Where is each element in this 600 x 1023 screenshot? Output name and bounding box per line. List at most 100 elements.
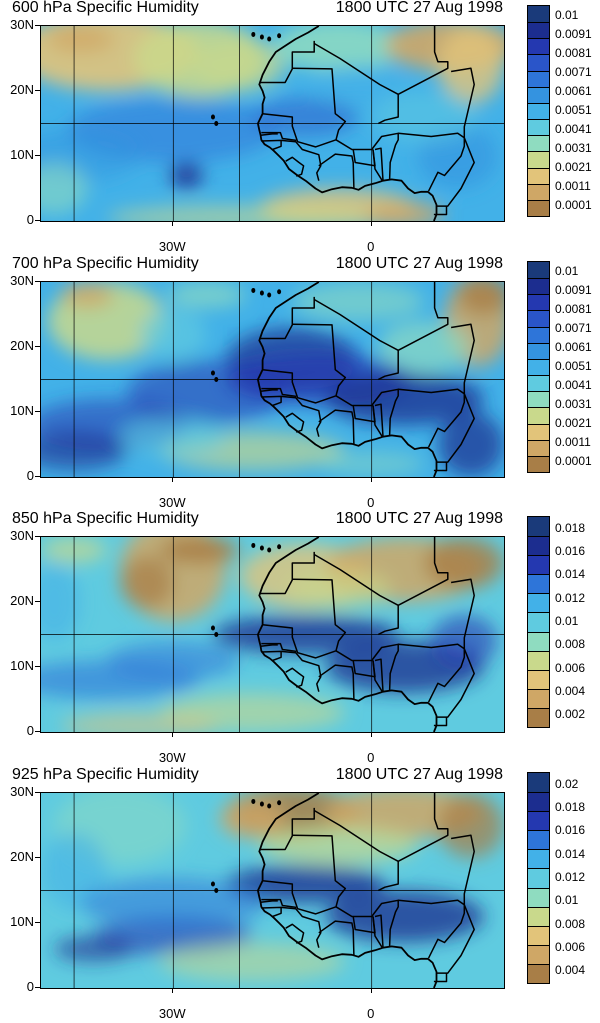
y-tick-label: 20N — [10, 593, 34, 608]
colorbar-label: 0.0091 — [555, 282, 592, 297]
y-tick-mark — [35, 90, 40, 91]
colorbar-swatch — [528, 310, 549, 327]
y-tick-label: 10N — [10, 403, 34, 418]
x-tick-mark — [370, 988, 372, 993]
colorbar-label: 0.0021 — [555, 416, 592, 431]
colorbar-swatch — [528, 135, 549, 152]
colorbar-swatch — [528, 906, 549, 926]
x-tick-label: 0 — [367, 495, 375, 510]
colorbar-label: 0.0071 — [555, 64, 592, 79]
panel-time: 1800 UTC 27 Aug 1998 — [335, 255, 503, 272]
colorbar-label: 0.0061 — [555, 339, 592, 354]
specific-humidity-field — [41, 537, 504, 732]
colorbar-label: 0.012 — [555, 870, 586, 884]
colorbar-swatch — [528, 407, 549, 424]
colorbar-label: 0.0051 — [555, 359, 592, 373]
y-tick-mark — [35, 346, 40, 347]
y-tick-label: 0 — [26, 212, 34, 227]
y-tick-mark — [35, 731, 40, 732]
y-tick-mark — [35, 987, 40, 988]
colorbar-label: 0.004 — [555, 684, 586, 698]
y-tick-label: 0 — [26, 468, 34, 483]
colorbar-swatch — [528, 342, 549, 359]
colorbar-label: 0.0011 — [555, 435, 591, 450]
x-tick-label: 30W — [158, 750, 186, 765]
colorbar-swatch — [528, 830, 549, 850]
colorbar-swatch — [528, 183, 549, 200]
map-panel-2: 700 hPa Specific Humidity 1800 UTC 27 Aug… — [0, 255, 600, 512]
colorbar-swatch — [528, 151, 549, 168]
colorbar-swatch — [528, 22, 549, 39]
colorbar-label: 0.002 — [555, 707, 586, 722]
colorbar-label: 0.004 — [555, 963, 586, 978]
x-tick-mark — [172, 988, 174, 993]
colorbar-label: 0.0031 — [555, 141, 592, 156]
panel-time: 1800 UTC 27 Aug 1998 — [335, 766, 503, 783]
colorbar-label: 0.014 — [555, 846, 586, 861]
colorbar-swatch — [528, 358, 549, 376]
colorbar-swatch — [528, 102, 549, 120]
colorbar-label: 0.0021 — [555, 160, 592, 175]
colorbar-label: 0.01 — [555, 263, 579, 278]
colorbar-swatch — [528, 555, 549, 575]
colorbar-swatch — [528, 439, 549, 456]
colorbar-swatch — [528, 593, 549, 613]
y-tick-mark — [35, 155, 40, 156]
colorbar-label: 0.0041 — [555, 378, 592, 393]
y-tick-mark — [35, 411, 40, 412]
x-tick-mark — [370, 221, 372, 226]
map-plot-area — [40, 536, 505, 733]
x-tick-label: 0 — [367, 239, 375, 254]
colorbar-swatch — [528, 375, 549, 392]
specific-humidity-field — [41, 26, 504, 221]
colorbar-swatch — [528, 262, 549, 279]
colorbar-swatch — [528, 70, 549, 87]
x-tick-mark — [172, 732, 174, 737]
colorbar-label: 0.016 — [555, 544, 586, 558]
colorbar-swatch — [528, 707, 549, 727]
y-tick-label: 10N — [10, 658, 34, 673]
y-tick-mark — [35, 922, 40, 923]
y-tick-label: 10N — [10, 914, 34, 929]
colorbar-label: 0.008 — [555, 637, 586, 652]
colorbar-label: 0.02 — [555, 776, 579, 791]
y-tick-mark — [35, 536, 40, 537]
colorbar-label: 0.01 — [555, 7, 579, 22]
panel-time: 1800 UTC 27 Aug 1998 — [335, 0, 503, 16]
colorbar-swatch — [528, 631, 549, 651]
colorbar-swatch — [528, 294, 549, 311]
map-plot-area — [40, 25, 505, 222]
colorbar-swatch — [528, 199, 549, 216]
panel-title: 850 hPa Specific Humidity — [12, 510, 199, 527]
colorbar-swatch — [528, 278, 549, 295]
panel-title: 700 hPa Specific Humidity — [12, 255, 199, 272]
colorbar-swatch — [528, 849, 549, 869]
y-tick-label: 30N — [10, 273, 34, 288]
colorbar-swatch — [528, 423, 549, 440]
colorbar-label: 0.018 — [555, 800, 586, 814]
colorbar — [527, 261, 550, 473]
y-tick-mark — [35, 25, 40, 26]
y-tick-mark — [35, 792, 40, 793]
map-panel-4: 925 hPa Specific Humidity 1800 UTC 27 Aug… — [0, 766, 600, 1023]
colorbar-swatch — [528, 963, 549, 983]
colorbar-swatch — [528, 688, 549, 708]
colorbar-label: 0.0001 — [555, 198, 592, 213]
colorbar-label: 0.012 — [555, 590, 586, 605]
y-tick-label: 30N — [10, 17, 34, 32]
colorbar-label: 0.014 — [555, 567, 586, 582]
panel-title: 925 hPa Specific Humidity — [12, 766, 199, 783]
y-tick-label: 0 — [26, 723, 34, 738]
x-tick-label: 30W — [158, 239, 186, 254]
y-tick-label: 10N — [10, 147, 34, 162]
colorbar-label: 0.0061 — [555, 83, 592, 98]
y-tick-mark — [35, 601, 40, 602]
x-tick-label: 0 — [367, 750, 375, 765]
colorbar-label: 0.016 — [555, 823, 586, 838]
colorbar-swatch — [528, 167, 549, 184]
colorbar-swatch — [528, 536, 549, 556]
y-tick-label: 20N — [10, 82, 34, 97]
colorbar-label: 0.0081 — [555, 45, 592, 60]
colorbar-swatch — [528, 669, 549, 689]
colorbar-swatch — [528, 455, 549, 472]
